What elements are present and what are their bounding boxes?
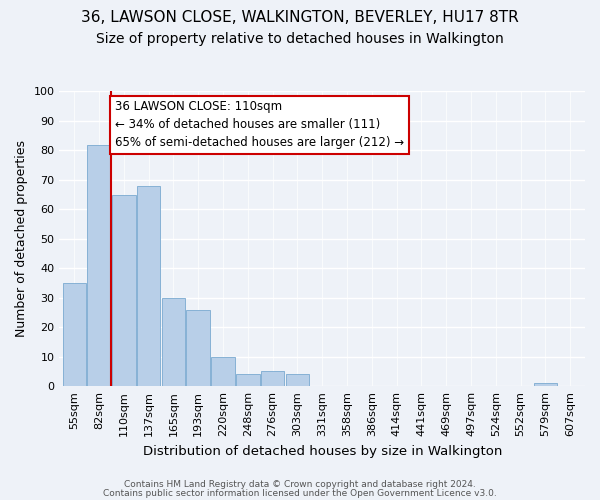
Text: Size of property relative to detached houses in Walkington: Size of property relative to detached ho… xyxy=(96,32,504,46)
Bar xyxy=(88,144,111,386)
Text: Contains HM Land Registry data © Crown copyright and database right 2024.: Contains HM Land Registry data © Crown c… xyxy=(124,480,476,489)
Bar xyxy=(533,383,557,386)
Bar xyxy=(112,194,136,386)
Bar xyxy=(211,356,235,386)
Text: 36 LAWSON CLOSE: 110sqm
← 34% of detached houses are smaller (111)
65% of semi-d: 36 LAWSON CLOSE: 110sqm ← 34% of detache… xyxy=(115,100,404,150)
X-axis label: Distribution of detached houses by size in Walkington: Distribution of detached houses by size … xyxy=(143,444,502,458)
Bar xyxy=(161,298,185,386)
Bar xyxy=(62,283,86,386)
Y-axis label: Number of detached properties: Number of detached properties xyxy=(15,140,28,338)
Bar xyxy=(187,310,210,386)
Bar xyxy=(286,374,309,386)
Text: Contains public sector information licensed under the Open Government Licence v3: Contains public sector information licen… xyxy=(103,488,497,498)
Bar xyxy=(137,186,160,386)
Bar xyxy=(236,374,260,386)
Text: 36, LAWSON CLOSE, WALKINGTON, BEVERLEY, HU17 8TR: 36, LAWSON CLOSE, WALKINGTON, BEVERLEY, … xyxy=(81,10,519,25)
Bar xyxy=(261,372,284,386)
